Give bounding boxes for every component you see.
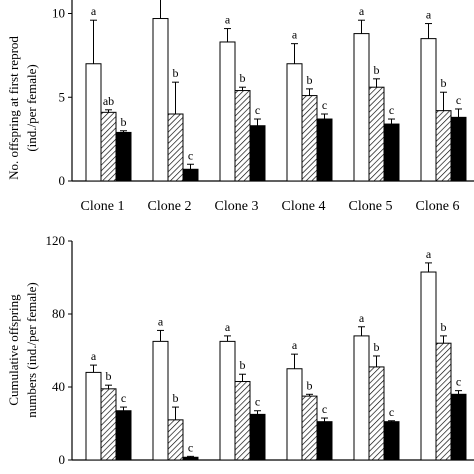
top-category-label: Clone 6 xyxy=(416,199,460,214)
bottom-y-axis-label-line-1: Cumulative offspring xyxy=(6,294,21,406)
bottom-bar xyxy=(85,371,102,461)
top-bar xyxy=(152,18,169,182)
top-y-tick-label: 0 xyxy=(59,173,66,188)
top-significance-letter: c xyxy=(389,103,394,117)
bottom-significance-letter: c xyxy=(121,391,126,405)
bottom-significance-letter: b xyxy=(374,340,380,354)
top-significance-letter: b xyxy=(374,63,380,77)
bottom-bar xyxy=(383,421,400,461)
top-y-axis-label-line-1: No. offspring at first reprod xyxy=(6,36,21,180)
bottom-bar xyxy=(152,340,169,461)
bottom-significance-letter: c xyxy=(322,402,327,416)
bottom-bar xyxy=(249,413,266,461)
top-significance-letter: c xyxy=(255,103,260,117)
top-category-labels: Clone 1 Clone 2 Clone 3 Clone 4 Clone 5 Clone… xyxy=(81,199,460,214)
top-significance-letter: a xyxy=(292,28,298,42)
bottom-bar xyxy=(100,388,117,461)
bottom-significance-letter: b xyxy=(173,391,179,405)
top-bar xyxy=(219,41,236,182)
bottom-significance-letter: a xyxy=(292,338,298,352)
bottom-significance-letter: c xyxy=(456,375,461,389)
bottom-bar xyxy=(420,271,437,461)
bottom-bar xyxy=(167,419,184,461)
top-significance-letter: ab xyxy=(103,94,114,108)
top-category-label: Clone 5 xyxy=(349,199,393,214)
top-bar xyxy=(167,113,184,182)
bottom-significance-letter: c xyxy=(255,395,260,409)
bottom-significance-letter: c xyxy=(389,405,394,419)
bottom-y-tick-label: 40 xyxy=(52,379,65,394)
top-bar xyxy=(100,111,117,182)
top-bar xyxy=(249,125,266,182)
top-bars: aabbabcabcabcabcabc xyxy=(85,0,467,182)
bottom-bar xyxy=(286,368,303,461)
top-bar xyxy=(368,86,385,182)
top-axes: 0 5 10 xyxy=(52,0,474,188)
bottom-significance-letter: a xyxy=(91,349,97,363)
top-significance-letter: b xyxy=(307,73,313,87)
top-significance-letter: a xyxy=(359,4,365,18)
bottom-significance-letter: b xyxy=(106,369,112,383)
bottom-significance-letter: a xyxy=(426,247,432,261)
bottom-y-tick-label: 120 xyxy=(46,233,66,248)
bottom-significance-letter: a xyxy=(225,320,231,334)
top-bar xyxy=(286,63,303,182)
top-significance-letter: c xyxy=(188,148,193,162)
bottom-bar xyxy=(316,421,333,461)
top-significance-letter: b xyxy=(441,76,447,90)
bottom-bar xyxy=(450,393,467,461)
bottom-bar xyxy=(353,335,370,461)
top-significance-letter: c xyxy=(322,98,327,112)
bottom-chart-panel: Cumulative offspring numbers (ind./per f… xyxy=(6,233,474,467)
top-bar xyxy=(316,118,333,182)
bottom-axes: 0 40 80 120 xyxy=(46,233,474,467)
bottom-bar xyxy=(435,342,452,461)
top-significance-letter: b xyxy=(240,71,246,85)
bottom-bar xyxy=(115,410,132,461)
top-bar xyxy=(85,63,102,182)
top-chart-panel: No. offspring at first reprod (ind./per … xyxy=(6,0,474,214)
bottom-bar xyxy=(368,366,385,461)
top-significance-letter: c xyxy=(456,93,461,107)
top-bar xyxy=(450,116,467,182)
top-category-label: Clone 3 xyxy=(215,199,259,214)
top-significance-letter: a xyxy=(91,4,97,18)
top-y-axis-label-line-2: (ind./per female) xyxy=(24,64,39,151)
top-bar xyxy=(115,131,132,182)
top-category-label: Clone 4 xyxy=(282,199,326,214)
bottom-significance-letter: b xyxy=(307,378,313,392)
bottom-y-axis-label-line-2: numbers (ind./per female) xyxy=(24,282,39,417)
bottom-bar xyxy=(234,381,251,461)
bottom-significance-letter: b xyxy=(441,320,447,334)
bottom-y-tick-label: 0 xyxy=(59,452,66,467)
bottom-significance-letter: a xyxy=(158,314,164,328)
top-y-tick-label: 10 xyxy=(52,6,65,21)
bottom-significance-letter: c xyxy=(188,440,193,454)
bottom-bar xyxy=(219,340,236,461)
top-significance-letter: a xyxy=(225,13,231,27)
bottom-significance-letter: a xyxy=(359,311,365,325)
bottom-y-tick-label: 80 xyxy=(52,306,65,321)
bottom-significance-letter: b xyxy=(240,358,246,372)
bottom-bar xyxy=(182,456,199,461)
bottom-bar xyxy=(301,395,318,461)
top-significance-letter: b xyxy=(173,66,179,80)
top-bar xyxy=(353,33,370,182)
top-significance-letter: a xyxy=(426,8,432,22)
top-bar xyxy=(383,123,400,182)
top-significance-letter: b xyxy=(121,115,127,129)
top-category-label: Clone 1 xyxy=(81,199,125,214)
top-bar xyxy=(234,90,251,182)
top-y-tick-label: 5 xyxy=(59,89,66,104)
top-bar xyxy=(182,168,199,182)
top-category-label: Clone 2 xyxy=(148,199,192,214)
top-bar xyxy=(420,38,437,182)
top-bar xyxy=(435,110,452,182)
top-bar xyxy=(301,95,318,182)
